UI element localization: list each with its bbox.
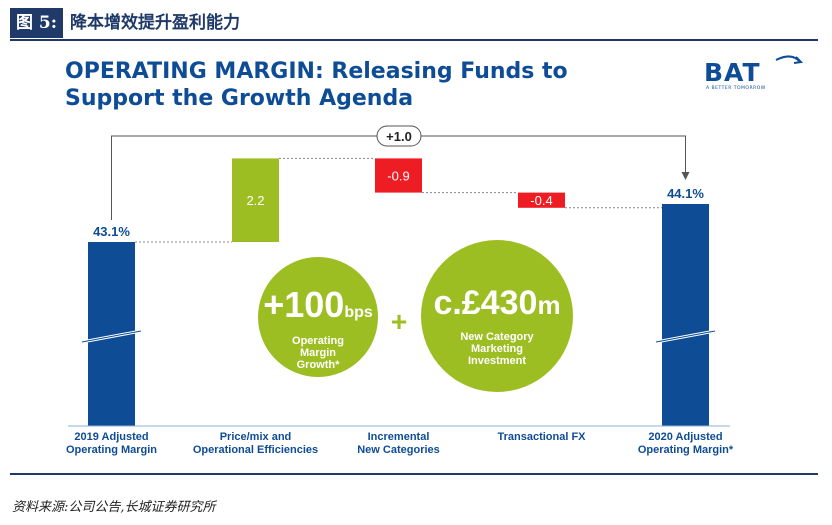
callout-1-line2: Margin xyxy=(300,347,336,359)
bat-logo: BAT A BETTER TOMORROW xyxy=(700,55,804,96)
callout-1-headline: +100bps xyxy=(263,284,373,325)
callout-circle-1 xyxy=(258,257,378,377)
callout-plus-sign: + xyxy=(391,306,407,337)
figure-header: 图 5: 降本增效提升盈利能力 xyxy=(10,8,818,38)
axis-break-edge-1 xyxy=(81,330,142,343)
bar-change-label-3: -0.4 xyxy=(530,193,552,208)
callout-1-line3: Growth* xyxy=(297,359,340,371)
bar-start-label: 43.1% xyxy=(93,224,130,239)
net-change-label: +1.0 xyxy=(386,129,412,144)
callout-2-line3: Investment xyxy=(468,355,526,367)
x-tick-label-5-line1: 2020 Adjusted xyxy=(648,431,722,443)
x-tick-label-2-line1: Price/mix and xyxy=(220,431,292,443)
figure-title: 降本增效提升盈利能力 xyxy=(70,13,240,33)
bar-change-label-1: 2.2 xyxy=(246,193,264,208)
footer-divider xyxy=(10,473,818,475)
slide-title: OPERATING MARGIN: Releasing Funds to Sup… xyxy=(65,58,665,112)
header-divider xyxy=(10,39,818,41)
x-tick-label-3-line1: Incremental xyxy=(368,431,430,443)
callout-2-big: c.£430 xyxy=(433,284,537,322)
logo-arc-icon xyxy=(775,55,804,64)
callout-2-unit: m xyxy=(537,290,560,320)
bar-end-total xyxy=(662,204,709,426)
bar-end-label: 44.1% xyxy=(667,186,704,201)
x-tick-label-4-line1: Transactional FX xyxy=(497,431,586,443)
x-tick-label-3-line2: New Categories xyxy=(357,444,440,456)
slide-title-line2: Support the Growth Agenda xyxy=(65,86,414,111)
x-tick-label-2: Price/mix and Operational Efficiencies xyxy=(193,431,318,456)
bar-change-label-2: -0.9 xyxy=(387,169,409,184)
x-tick-label-5: 2020 Adjusted Operating Margin* xyxy=(638,431,734,456)
x-tick-label-1: 2019 Adjusted Operating Margin xyxy=(66,431,157,456)
callout-2-line2: Marketing xyxy=(471,343,523,355)
x-tick-label-3: Incremental New Categories xyxy=(357,431,440,456)
callout-1-line1: Operating xyxy=(292,335,344,347)
bar-change-2 xyxy=(375,158,422,193)
figure-label: 图 5: xyxy=(10,8,64,38)
net-change-arrow-icon xyxy=(681,172,690,180)
slide-title-line1: OPERATING MARGIN: Releasing Funds to xyxy=(65,59,568,84)
x-tick-label-5-line2: Operating Margin* xyxy=(638,444,734,456)
bar-change-3 xyxy=(518,192,565,208)
callout-2-headline: c.£430m xyxy=(433,284,560,322)
x-tick-label-2-line2: Operational Efficiencies xyxy=(193,444,318,456)
net-change-pill xyxy=(376,125,422,147)
waterfall-chart: 2.2-0.9-0.443.1%44.1%+1.0 2019 Adjusted O… xyxy=(66,125,734,456)
x-tick-label-4: Transactional FX xyxy=(497,431,586,443)
axis-break-edge-2 xyxy=(655,330,716,343)
bat-logo-text: BAT xyxy=(704,58,761,87)
x-tick-label-1-line1: 2019 Adjusted xyxy=(74,431,148,443)
bat-logo-tagline: A BETTER TOMORROW xyxy=(706,86,766,91)
bar-change-1 xyxy=(232,158,279,242)
callout-2-line1: New Category xyxy=(460,331,534,343)
source-note: 资料来源:公司公告,长城证券研究所 xyxy=(12,500,216,515)
callout-1-unit: bps xyxy=(344,304,373,321)
callout-circle-2 xyxy=(421,240,573,392)
x-tick-label-1-line2: Operating Margin xyxy=(66,444,157,456)
callout-1-big: +100 xyxy=(263,284,344,325)
